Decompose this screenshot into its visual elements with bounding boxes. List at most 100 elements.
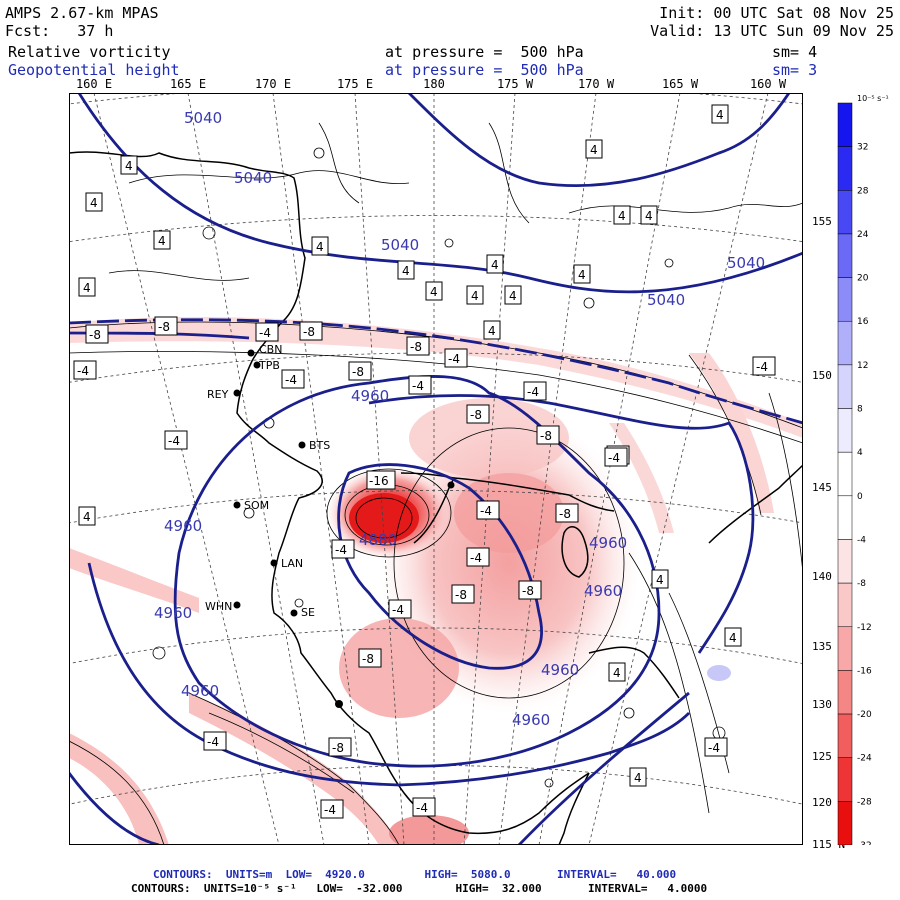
vort-label-box: -4 xyxy=(203,731,227,751)
station-markers xyxy=(233,349,455,708)
colorbar-cell xyxy=(837,146,853,191)
svg-text:4: 4 xyxy=(590,143,598,157)
svg-text:-4: -4 xyxy=(168,434,180,448)
svg-text:-4: -4 xyxy=(480,504,492,518)
svg-text:-8: -8 xyxy=(470,408,482,422)
colorbar-cell xyxy=(837,233,853,278)
lon-label: 165 W xyxy=(661,77,699,91)
lon-label: 165 E xyxy=(169,77,207,91)
svg-text:4: 4 xyxy=(316,240,324,254)
vort-label-box: 4 xyxy=(153,230,171,250)
vort-label-box: -8 xyxy=(536,425,560,445)
height-label: 4960 xyxy=(512,711,550,729)
vort-label-box: -4 xyxy=(476,500,500,520)
svg-text:-8: -8 xyxy=(410,340,422,354)
vort-label-box: -8 xyxy=(348,361,372,381)
colorbar-tick-label: -16 xyxy=(857,666,872,676)
svg-text:4: 4 xyxy=(729,631,737,645)
vort-label-box: -8 xyxy=(555,503,579,523)
svg-text:-4: -4 xyxy=(77,364,89,378)
station-label: LAN xyxy=(281,557,303,570)
vort-label-box: -4 xyxy=(320,799,344,819)
svg-text:-4: -4 xyxy=(416,801,428,815)
vort-label-box: 4 xyxy=(311,236,329,256)
colorbar-cell xyxy=(837,364,853,409)
colorbar-cell xyxy=(837,451,853,497)
station-labels: CBN TPB REY BTS SOM LAN WHN SE xyxy=(205,343,330,619)
lon-label: 160 W xyxy=(749,77,787,91)
valid-time: Valid: 13 UTC Sun 09 Nov 25 xyxy=(650,22,894,40)
svg-text:4: 4 xyxy=(83,510,91,524)
vort-label-box: 4 xyxy=(78,506,96,526)
svg-text:-4: -4 xyxy=(207,735,219,749)
lat-label: 120 N xyxy=(812,796,846,809)
station-label: WHN xyxy=(205,600,232,613)
lon-label: 180 xyxy=(423,77,445,91)
lon-label: 170 E xyxy=(254,77,292,91)
vort-label-box: -16 xyxy=(366,470,396,490)
vort-label-box: 4 xyxy=(724,627,742,647)
svg-text:4: 4 xyxy=(430,285,438,299)
colorbar-tick-label: -28 xyxy=(857,797,872,807)
height-label: 4960 xyxy=(584,582,622,600)
vort-label-box: -8 xyxy=(299,321,323,341)
field1-level: at pressure = 500 hPa xyxy=(385,43,584,61)
height-label: 5040 xyxy=(381,236,419,254)
lat-label: 150 N xyxy=(812,369,846,382)
colorbar-cell xyxy=(837,320,853,366)
svg-text:-4: -4 xyxy=(259,326,271,340)
colorbar-tick-label: 16 xyxy=(857,317,869,327)
height-label: 4960 xyxy=(154,604,192,622)
height-label: 5040 xyxy=(727,254,765,272)
vort-label-box: 4 xyxy=(78,277,96,297)
colorbar-tick-label: -8 xyxy=(857,579,866,589)
station-label: SE xyxy=(301,606,315,619)
colorbar-tick-label: -24 xyxy=(857,754,872,764)
height-label: 4880 xyxy=(359,531,397,549)
height-label: 5040 xyxy=(234,169,272,187)
height-label: 4960 xyxy=(541,661,579,679)
model-title: AMPS 2.67-km MPAS xyxy=(5,4,159,22)
svg-text:-8: -8 xyxy=(158,320,170,334)
svg-text:-4: -4 xyxy=(756,360,768,374)
svg-text:-8: -8 xyxy=(332,741,344,755)
svg-text:-8: -8 xyxy=(89,328,101,342)
lon-label: 160 E xyxy=(75,77,113,91)
field2-smoothing: sm= 3 xyxy=(772,61,818,79)
field2-level: at pressure = 500 hPa xyxy=(385,61,584,79)
svg-text:4: 4 xyxy=(83,281,91,295)
svg-text:-8: -8 xyxy=(303,325,315,339)
vort-label-box: -4 xyxy=(412,797,436,817)
vort-label-box: -4 xyxy=(523,381,547,401)
svg-text:-4: -4 xyxy=(708,741,720,755)
svg-text:4: 4 xyxy=(716,108,724,122)
colorbar-tick-label: 8 xyxy=(857,405,863,415)
svg-text:-4: -4 xyxy=(285,373,297,387)
vort-label-box: 4 xyxy=(397,260,415,280)
vorticity-contours xyxy=(69,122,803,845)
vort-label-box: 4 xyxy=(613,205,631,225)
lat-label: 155 N xyxy=(812,215,846,228)
svg-text:4: 4 xyxy=(491,258,499,272)
colorbar-cell xyxy=(837,713,853,758)
vort-label-box: 4 xyxy=(629,767,647,787)
colorbar-tick-label: -20 xyxy=(857,710,872,720)
svg-text:4: 4 xyxy=(471,289,479,303)
height-contours xyxy=(69,93,803,845)
height-label: 4960 xyxy=(181,682,219,700)
svg-text:4: 4 xyxy=(90,196,98,210)
vort-label-box: 4 xyxy=(466,285,484,305)
colorbar-tick-label: 24 xyxy=(857,230,869,240)
vort-label-box: -8 xyxy=(518,580,542,600)
colorbar-cell xyxy=(837,277,853,322)
colorbar-tick-label: -32 xyxy=(857,841,872,845)
svg-text:4: 4 xyxy=(125,159,133,173)
lat-label: 140 N xyxy=(812,570,846,583)
vort-label-box: -4 xyxy=(752,356,776,376)
init-time: Init: 00 UTC Sat 08 Nov 25 xyxy=(659,4,894,22)
colorbar-cell xyxy=(837,539,853,584)
lat-label: 125 N xyxy=(812,750,846,763)
svg-text:4: 4 xyxy=(645,209,653,223)
colorbar: 10⁻⁵ s⁻¹ 32 28 24 20 16 12 8 4 0 -4 -8 -12 -16 -20 -24… xyxy=(837,94,889,845)
svg-text:-4: -4 xyxy=(527,385,539,399)
